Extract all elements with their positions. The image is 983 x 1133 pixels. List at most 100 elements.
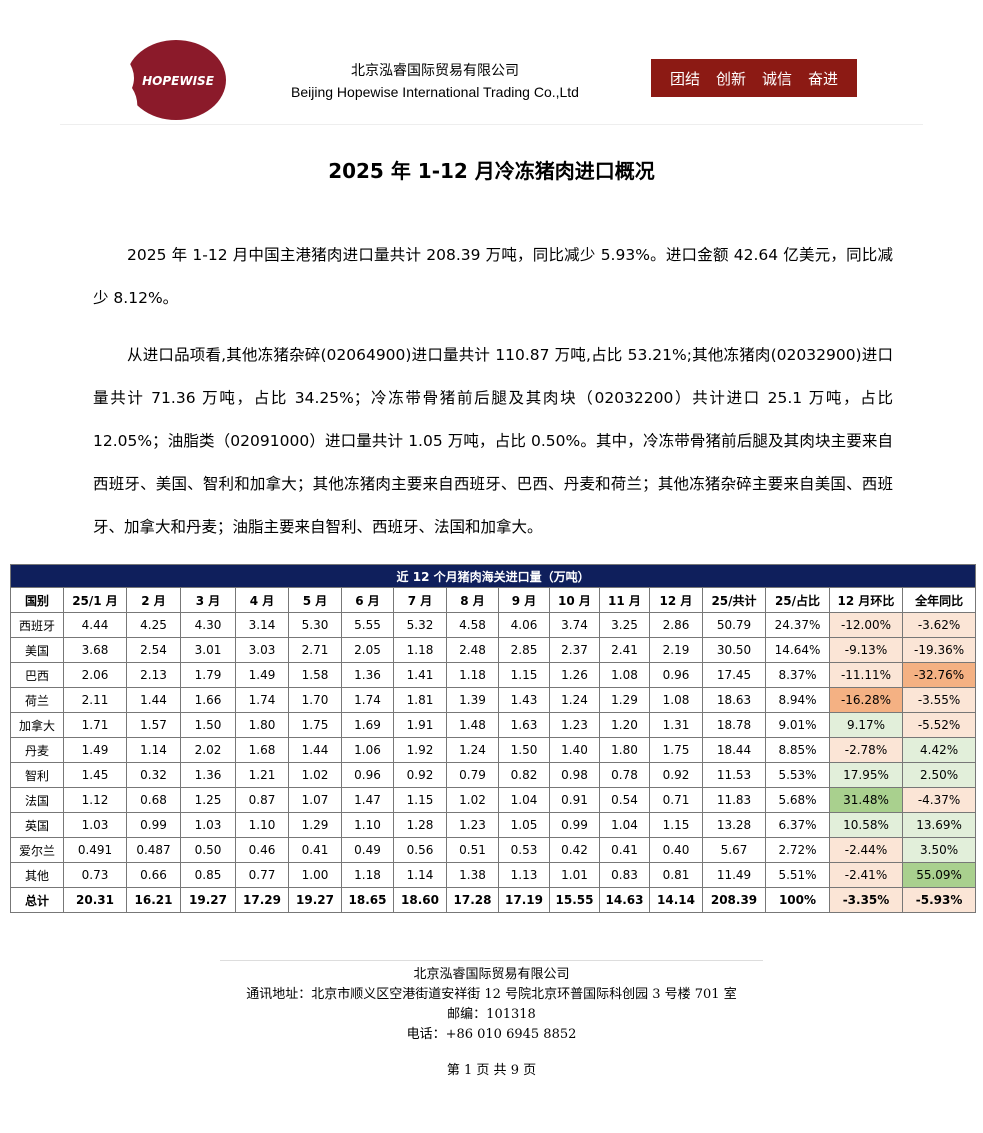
- value-cell: 6.37%: [765, 812, 830, 838]
- value-cell: 0.81: [649, 862, 703, 888]
- value-cell: 4.44: [63, 612, 127, 638]
- value-cell: 1.21: [235, 762, 289, 788]
- value-cell: 1.04: [599, 812, 650, 838]
- value-cell: 0.53: [498, 837, 550, 863]
- value-cell: 10.58%: [829, 812, 903, 838]
- footer: 北京泓睿国际贸易有限公司 通讯地址：北京市顺义区空港街道安祥街 12 号院北京环…: [0, 965, 983, 1045]
- value-cell: 4.25: [126, 612, 181, 638]
- value-cell: 1.01: [549, 862, 600, 888]
- value-cell: 0.32: [126, 762, 181, 788]
- value-cell: 1.92: [393, 737, 447, 763]
- column-header: 7 月: [393, 587, 447, 613]
- value-cell: 0.73: [63, 862, 127, 888]
- column-header: 11 月: [599, 587, 650, 613]
- value-cell: 2.48: [446, 637, 499, 663]
- value-cell: 5.67: [702, 837, 766, 863]
- footer-postcode: 邮编：101318: [447, 1007, 536, 1022]
- value-cell: 5.68%: [765, 787, 830, 813]
- table-row: 巴西 2.06 2.13 1.79 1.49 1.58 1.36 1.41 1.18 1.15 1.…: [10, 662, 977, 688]
- value-cell: 0.71: [649, 787, 703, 813]
- column-header: 25/1 月: [63, 587, 127, 613]
- value-cell: 3.14: [235, 612, 289, 638]
- value-cell: 17.45: [702, 662, 766, 688]
- value-cell: 1.24: [549, 687, 600, 713]
- value-cell: 1.50: [498, 737, 550, 763]
- value-cell: 19.27: [288, 887, 342, 913]
- company-name-en: Beijing Hopewise International Trading C…: [291, 84, 579, 100]
- value-cell: 8.37%: [765, 662, 830, 688]
- table-row: 丹麦 1.49 1.14 2.02 1.68 1.44 1.06 1.92 1.24 1.50 1.…: [10, 737, 977, 763]
- value-cell: 1.25: [180, 787, 236, 813]
- value-cell: 13.69%: [901, 812, 977, 838]
- value-cell: 3.01: [180, 637, 236, 663]
- value-cell: 1.79: [180, 662, 236, 688]
- value-cell: 1.03: [180, 812, 236, 838]
- value-cell: 1.13: [498, 862, 550, 888]
- value-cell: 1.36: [341, 662, 394, 688]
- country-cell: 智利: [10, 762, 64, 788]
- value-cell: 11.83: [702, 787, 766, 813]
- value-cell: 3.68: [63, 637, 127, 663]
- value-cell: 1.71: [63, 712, 127, 738]
- value-cell: 4.30: [180, 612, 236, 638]
- value-cell: 2.02: [180, 737, 236, 763]
- table-row: 法国 1.12 0.68 1.25 0.87 1.07 1.47 1.15 1.02 1.04 0.…: [10, 787, 977, 813]
- value-cell: 0.40: [649, 837, 703, 863]
- value-cell: 2.41: [599, 637, 650, 663]
- motto-word: 创新: [715, 69, 746, 88]
- value-cell: 17.19: [498, 887, 550, 913]
- value-cell: 17.29: [235, 887, 289, 913]
- value-cell: 4.06: [498, 612, 550, 638]
- value-cell: 208.39: [702, 887, 766, 913]
- value-cell: -3.55%: [901, 687, 977, 713]
- value-cell: 1.75: [649, 737, 703, 763]
- value-cell: 1.69: [341, 712, 394, 738]
- value-cell: 2.37: [549, 637, 600, 663]
- value-cell: 0.42: [549, 837, 600, 863]
- value-cell: 1.10: [235, 812, 289, 838]
- value-cell: 1.75: [288, 712, 342, 738]
- value-cell: 1.14: [393, 862, 447, 888]
- value-cell: 1.40: [549, 737, 600, 763]
- value-cell: -2.41%: [829, 862, 903, 888]
- header-divider: [60, 124, 923, 125]
- value-cell: 0.77: [235, 862, 289, 888]
- value-cell: 1.04: [498, 787, 550, 813]
- value-cell: 1.08: [599, 662, 650, 688]
- value-cell: 1.91: [393, 712, 447, 738]
- value-cell: 2.19: [649, 637, 703, 663]
- value-cell: 1.15: [393, 787, 447, 813]
- value-cell: 1.29: [288, 812, 342, 838]
- value-cell: 13.28: [702, 812, 766, 838]
- value-cell: 1.23: [549, 712, 600, 738]
- value-cell: 100%: [765, 887, 830, 913]
- value-cell: 1.28: [393, 812, 447, 838]
- value-cell: 1.08: [649, 687, 703, 713]
- value-cell: 1.38: [446, 862, 499, 888]
- value-cell: 5.32: [393, 612, 447, 638]
- value-cell: 0.46: [235, 837, 289, 863]
- value-cell: -4.37%: [901, 787, 977, 813]
- motto-banner: 团结 创新 诚信 奋进: [651, 59, 857, 97]
- value-cell: 1.23: [446, 812, 499, 838]
- country-cell: 西班牙: [10, 612, 64, 638]
- value-cell: 18.65: [341, 887, 394, 913]
- value-cell: 30.50: [702, 637, 766, 663]
- value-cell: 1.45: [63, 762, 127, 788]
- table-caption: 近 12 个月猪肉海关进口量（万吨）: [9, 564, 977, 588]
- country-cell: 总计: [10, 887, 64, 913]
- value-cell: 0.78: [599, 762, 650, 788]
- value-cell: 2.71: [288, 637, 342, 663]
- footer-address: 通讯地址：北京市顺义区空港街道安祥街 12 号院北京环普国际科创园 3 号楼 7…: [246, 987, 737, 1002]
- value-cell: 1.07: [288, 787, 342, 813]
- company-name: 北京泓睿国际贸易有限公司 Beijing Hopewise Internatio…: [270, 60, 600, 100]
- country-cell: 法国: [10, 787, 64, 813]
- value-cell: 11.49: [702, 862, 766, 888]
- table-row: 加拿大 1.71 1.57 1.50 1.80 1.75 1.69 1.91 1.48 1.63 1…: [10, 712, 977, 738]
- value-cell: 0.66: [126, 862, 181, 888]
- svg-text:HOPEWISE: HOPEWISE: [142, 74, 215, 88]
- value-cell: 5.53%: [765, 762, 830, 788]
- paragraph-products: 从进口品项看,其他冻猪杂碎(02064900)进口量共计 110.87 万吨,占…: [93, 346, 893, 536]
- table-row: 英国 1.03 0.99 1.03 1.10 1.29 1.10 1.28 1.23 1.05 0.…: [10, 812, 977, 838]
- value-cell: 0.99: [126, 812, 181, 838]
